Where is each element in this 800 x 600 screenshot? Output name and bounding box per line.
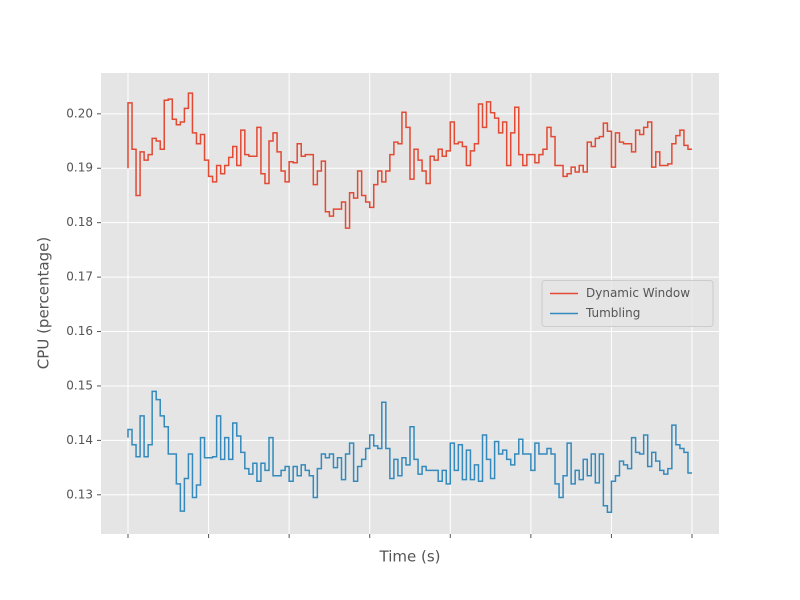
line-series [127, 92, 693, 229]
legend-label: Dynamic Window [586, 286, 690, 300]
y-axis-label: CPU (percentage) [35, 237, 53, 369]
y-tick-label: 0.15 [66, 378, 93, 392]
legend-label: Tumbling [585, 306, 640, 320]
y-tick-label: 0.14 [66, 433, 93, 447]
legend: Dynamic Window Tumbling [541, 280, 714, 327]
y-tick-label: 0.20 [66, 106, 93, 120]
legend-box [541, 280, 714, 327]
x-axis-label: Time (s) [379, 548, 441, 566]
y-tick-label: 0.18 [66, 215, 93, 229]
line-series [127, 390, 693, 513]
y-tick-label: 0.16 [66, 324, 93, 338]
y-tick-label: 0.17 [66, 270, 93, 284]
y-tick-label: 0.13 [66, 487, 93, 501]
y-tick-label: 0.19 [66, 161, 93, 175]
